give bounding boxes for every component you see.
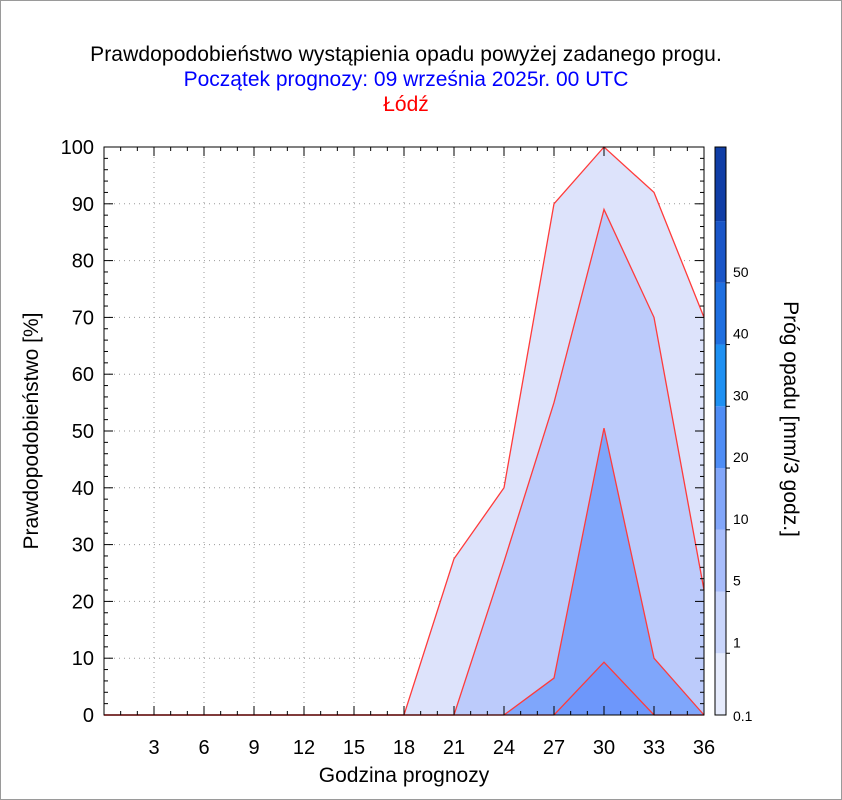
- colorbar-segment: [715, 147, 726, 222]
- threshold-colorbar: 0.1 1 5 10 20 30 40 50: [714, 146, 753, 724]
- x-tick-label: 21: [443, 737, 465, 759]
- colorbar-segment: [715, 653, 726, 715]
- colorbar-segment: [715, 468, 726, 530]
- colorbar-title: Próg opadu [mm/3 godz.]: [779, 301, 802, 537]
- y-tick-label: 40: [72, 478, 94, 500]
- colorbar-label: 0.1: [733, 708, 753, 724]
- y-tick-label: 10: [72, 648, 94, 670]
- x-tick-label: 3: [148, 737, 159, 759]
- forecast-start-subtitle: Początek prognozy: 09 września 2025r. 00…: [183, 68, 629, 91]
- probability-areas: [104, 147, 704, 716]
- colorbar-segment: [715, 591, 726, 654]
- colorbar-segment: [715, 406, 726, 469]
- colorbar-label: 20: [733, 449, 749, 465]
- y-tick-label: 70: [72, 307, 94, 329]
- y-axis-title: Prawdopodobieństwo [%]: [20, 313, 43, 550]
- y-tick-label: 30: [72, 535, 94, 557]
- area-threshold-5: [104, 428, 704, 715]
- x-tick-label: 27: [543, 737, 565, 759]
- y-tick-label: 90: [72, 194, 94, 216]
- x-tick-label: 24: [493, 737, 515, 759]
- location-subtitle: Łódź: [383, 93, 429, 116]
- chart-title: Prawdopodobieństwo wystąpienia opadu pow…: [90, 43, 722, 66]
- x-tick-label: 15: [343, 737, 365, 759]
- x-tick-label: 36: [693, 737, 715, 759]
- colorbar-segment: [715, 221, 726, 283]
- area-threshold-1: [104, 209, 704, 716]
- y-tick-label: 20: [72, 591, 94, 613]
- y-tick-label: 50: [72, 421, 94, 443]
- colorbar-label: 30: [733, 387, 749, 403]
- colorbar-border: [714, 146, 727, 716]
- colorbar-label: 10: [733, 511, 749, 527]
- x-tick-label: 12: [293, 737, 315, 759]
- y-tick-label: 80: [72, 251, 94, 273]
- colorbar-segment: [715, 529, 726, 592]
- x-tick-label: 18: [393, 737, 415, 759]
- area-threshold-10: [104, 662, 704, 715]
- x-axis-title: Godzina prognozy: [319, 764, 490, 787]
- x-tick-label: 33: [643, 737, 665, 759]
- y-tick-label: 0: [83, 705, 94, 727]
- colorbar-label: 50: [733, 264, 749, 280]
- colorbar-segment: [715, 344, 726, 407]
- x-axis: 3 6 9 12 15 18 21 24 27 30 33 36: [120, 147, 715, 759]
- colorbar-label: 40: [733, 326, 749, 342]
- x-tick-label: 30: [593, 737, 615, 759]
- colorbar-label: 5: [733, 573, 741, 589]
- x-tick-label: 6: [198, 737, 209, 759]
- colorbar-label: 1: [733, 634, 741, 650]
- y-tick-label: 100: [61, 137, 94, 159]
- y-axis: 0 10 20 30 40 50 60 70 80 90 100: [61, 137, 704, 727]
- y-tick-label: 60: [72, 364, 94, 386]
- colorbar-segment: [715, 282, 726, 345]
- x-tick-label: 9: [248, 737, 259, 759]
